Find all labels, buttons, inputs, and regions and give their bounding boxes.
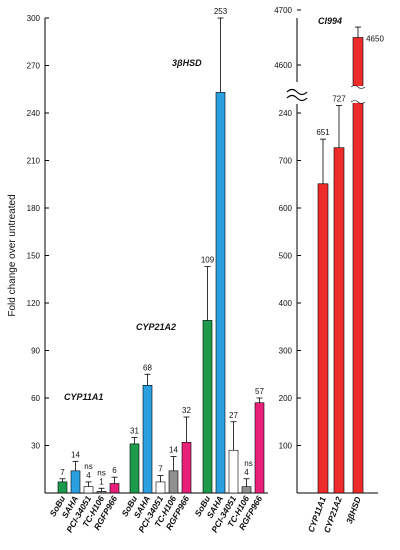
bar (215, 92, 226, 494)
y-tick-label: 4600 (274, 61, 292, 70)
axis-break-mark (286, 88, 308, 102)
significance-label: ns (244, 459, 252, 468)
y-tick-label: 240 (27, 109, 41, 118)
bar (202, 320, 213, 494)
data-label: 57 (255, 387, 264, 396)
bar (109, 483, 120, 494)
data-label: 7 (60, 468, 65, 477)
y-tick-label: 300 (27, 14, 41, 23)
data-label: 6 (112, 466, 117, 475)
bar (142, 385, 153, 494)
y-tick-label: 400 (279, 299, 293, 308)
data-label: 32 (182, 406, 191, 415)
group-label: CYP21A2 (136, 322, 176, 332)
group-label: 3βHSD (172, 58, 202, 68)
bar (181, 442, 192, 494)
data-label: 253 (214, 7, 228, 16)
bar (129, 443, 140, 494)
y-tick-label: 150 (27, 252, 41, 261)
y-tick-label: 210 (27, 157, 41, 166)
significance-label: ns (84, 462, 92, 471)
bar (83, 486, 94, 494)
data-label: 14 (169, 446, 178, 455)
bar (70, 470, 81, 494)
data-label: 4650 (366, 35, 384, 44)
data-label: 68 (143, 363, 152, 372)
bar (254, 402, 265, 494)
y-tick-label: 700 (279, 157, 293, 166)
panel-title: CI994 (318, 16, 342, 26)
bar (317, 183, 329, 494)
y-axis-label: Fold change over untreated (7, 194, 18, 316)
data-label: 1 (99, 477, 104, 486)
y-tick-label: 120 (27, 299, 41, 308)
group-label: CYP11A1 (64, 392, 103, 402)
y-tick-label: 240 (279, 109, 293, 118)
y-tick-label: 90 (31, 347, 40, 356)
data-label: 4 (86, 471, 91, 480)
bar (228, 449, 239, 494)
y-tick-label: 300 (279, 347, 293, 356)
bar (168, 470, 179, 494)
data-label: 727 (332, 94, 346, 103)
bar (241, 486, 252, 494)
bar-break-gap (351, 86, 365, 103)
y-tick-label: 100 (279, 442, 293, 451)
data-label: 109 (201, 256, 215, 265)
y-tick-label: 270 (27, 62, 41, 71)
category-label: 3βHSD (344, 495, 363, 525)
y-tick-label: 180 (27, 204, 41, 213)
bar (155, 481, 166, 494)
data-label: 14 (71, 450, 80, 459)
y-tick-label: 500 (279, 252, 293, 261)
right-panel: 4600 4700 100 200 300 400 500 600 700 240 CI994 651… (274, 6, 384, 534)
y-tick-label: 4700 (274, 6, 292, 15)
bar (96, 491, 107, 494)
left-panel: 30 60 90 120 150 180 210 240 270 300 Fold change o… (7, 7, 268, 534)
data-label: 27 (229, 411, 238, 420)
y-tick-label: 60 (31, 394, 40, 403)
data-label: 4 (244, 468, 249, 477)
bar-break-line (350, 85, 366, 89)
significance-label: ns (97, 468, 105, 477)
bar (333, 147, 345, 494)
data-label: 7 (158, 465, 163, 474)
data-label: 651 (316, 128, 330, 137)
bar-break-line (350, 100, 366, 104)
bar (57, 481, 68, 494)
bar (352, 37, 364, 494)
data-label: 31 (130, 427, 139, 436)
y-tick-label: 600 (279, 204, 293, 213)
y-tick-label: 30 (31, 442, 40, 451)
y-tick-label: 200 (279, 394, 293, 403)
